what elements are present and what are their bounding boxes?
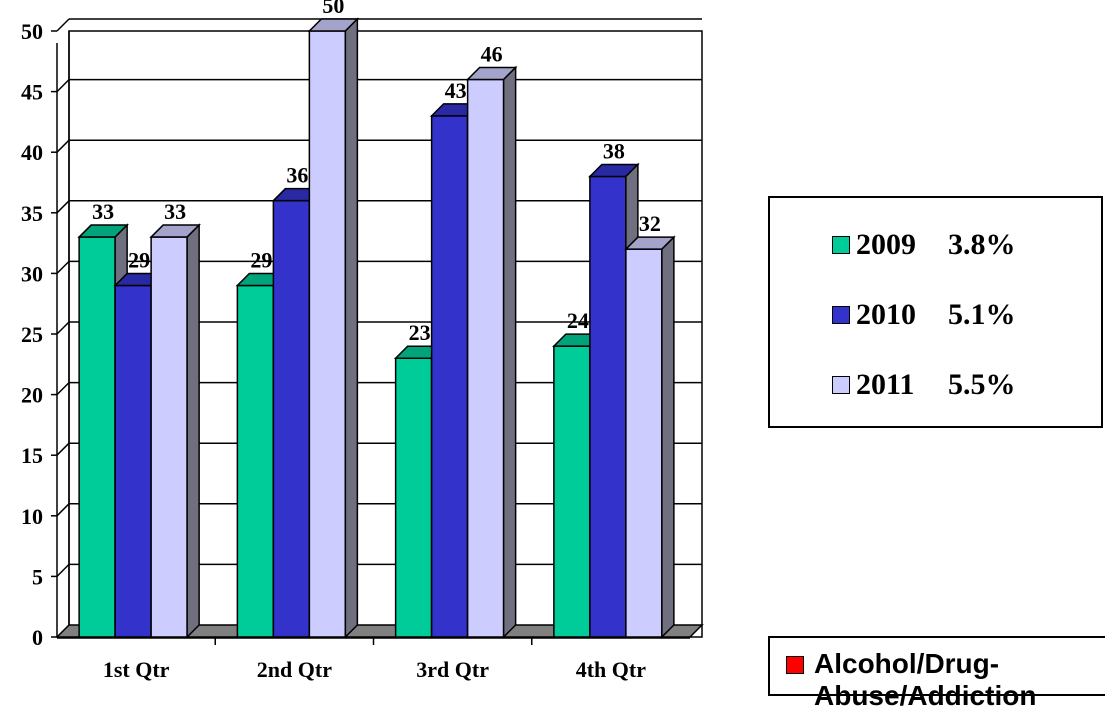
bar-front bbox=[553, 345, 591, 638]
gridline-side bbox=[56, 79, 70, 93]
gridline-side bbox=[56, 139, 70, 153]
legend-swatch-2010 bbox=[832, 306, 850, 324]
x-tick-label: 3rd Qtr bbox=[416, 657, 489, 682]
y-tick-label: 50 bbox=[21, 19, 43, 44]
data-label: 50 bbox=[322, 0, 344, 18]
bar-side bbox=[186, 223, 200, 639]
y-tick-label: 35 bbox=[21, 201, 43, 226]
data-label: 29 bbox=[250, 248, 272, 273]
legend-entry-2011: 2011 5.5% bbox=[832, 365, 1016, 405]
gridline-side bbox=[56, 260, 70, 274]
legend-label-2011: 2011 bbox=[856, 368, 915, 401]
bar-front bbox=[150, 236, 188, 638]
y-tick-label: 5 bbox=[32, 564, 43, 589]
data-label: 23 bbox=[409, 320, 431, 345]
bar-side bbox=[344, 17, 359, 639]
bar-front bbox=[430, 115, 469, 638]
data-label: 46 bbox=[481, 41, 503, 66]
y-tick-label: 15 bbox=[21, 443, 43, 468]
y-tick-label: 45 bbox=[21, 80, 43, 105]
bar-2011-1st-qtr bbox=[149, 223, 201, 639]
secondary-legend-line1: Alcohol/Drug- bbox=[814, 648, 1000, 679]
bar-front bbox=[272, 199, 311, 638]
data-label: 36 bbox=[286, 163, 308, 188]
y-tick-label: 40 bbox=[21, 140, 43, 165]
gridline-side bbox=[56, 200, 70, 214]
bar-front bbox=[466, 78, 505, 638]
legend-label-2009: 2009 bbox=[856, 228, 916, 261]
bar-2011-4th-qtr bbox=[624, 235, 676, 639]
x-tick-label: 4th Qtr bbox=[576, 657, 647, 682]
y-tick-label: 20 bbox=[21, 383, 43, 408]
bar-front bbox=[625, 248, 663, 638]
data-label: 38 bbox=[603, 138, 625, 163]
labels-layer: 33 29 23 24 29 36 43 38 33 50 46 32 bbox=[92, 0, 661, 345]
axis-layer: 0 5 10 15 20 25 30 35 40 45 50 1st Qtr 2nd Qtr 3rd Qt… bbox=[21, 19, 704, 682]
bar-side bbox=[661, 235, 675, 639]
secondary-legend-entry: Alcohol/Drug- Abuse/Addiction bbox=[786, 648, 1036, 712]
gridline-side bbox=[56, 382, 70, 396]
gridline-side bbox=[56, 321, 70, 335]
gridline-side bbox=[56, 503, 70, 517]
legend-rate-2009: 3.8% bbox=[948, 228, 1016, 261]
legend-rate-2010: 5.1% bbox=[948, 298, 1016, 331]
bar-front bbox=[308, 30, 347, 638]
bar-side bbox=[502, 65, 517, 639]
bar-chart: 0 5 10 15 20 25 30 35 40 45 50 1st Qtr 2nd Qtr 3rd Qt… bbox=[21, 0, 704, 682]
legend-entry-2009: 2009 3.8% bbox=[832, 225, 1016, 265]
bar-2011-3rd-qtr bbox=[465, 65, 518, 639]
legend-swatch-2011 bbox=[832, 376, 850, 394]
legend-rate-2011: 5.5% bbox=[948, 368, 1016, 401]
legend-label-2010: 2010 bbox=[856, 298, 916, 331]
y-tick-label: 25 bbox=[21, 322, 43, 347]
bar-front bbox=[78, 236, 116, 638]
bar-front bbox=[589, 175, 627, 638]
y-tick-label: 10 bbox=[21, 504, 43, 529]
x-tick-label: 1st Qtr bbox=[103, 657, 170, 682]
x-tick-label: 2nd Qtr bbox=[257, 657, 332, 682]
bars-layer bbox=[77, 17, 676, 639]
gridline-side bbox=[56, 442, 70, 456]
y-tick-label: 0 bbox=[32, 625, 43, 650]
gridline-side bbox=[56, 563, 70, 577]
secondary-legend-swatch bbox=[786, 656, 804, 674]
bar-2011-2nd-qtr bbox=[307, 17, 360, 639]
bar-front bbox=[394, 357, 433, 638]
data-label: 33 bbox=[164, 199, 186, 224]
y-tick-label: 30 bbox=[21, 261, 43, 286]
data-label: 33 bbox=[92, 199, 114, 224]
bar-2010-2nd-qtr bbox=[271, 186, 324, 639]
data-label: 29 bbox=[128, 248, 150, 273]
data-label: 43 bbox=[445, 78, 467, 103]
bar-front bbox=[114, 284, 152, 638]
series-legend: 2009 3.8% 2010 5.1% 2011 5.5% bbox=[768, 196, 1103, 428]
legend-entry-2010: 2010 5.1% bbox=[832, 295, 1016, 335]
data-label: 32 bbox=[639, 211, 661, 236]
gridline-side bbox=[56, 18, 70, 32]
bar-front bbox=[236, 284, 275, 638]
secondary-legend: Alcohol/Drug- Abuse/Addiction bbox=[768, 636, 1105, 711]
legend-swatch-2009 bbox=[832, 236, 850, 254]
secondary-legend-line2: Abuse/Addiction bbox=[814, 680, 1037, 711]
data-label: 24 bbox=[567, 308, 589, 333]
secondary-legend-text: Alcohol/Drug- Abuse/Addiction bbox=[814, 648, 1036, 712]
